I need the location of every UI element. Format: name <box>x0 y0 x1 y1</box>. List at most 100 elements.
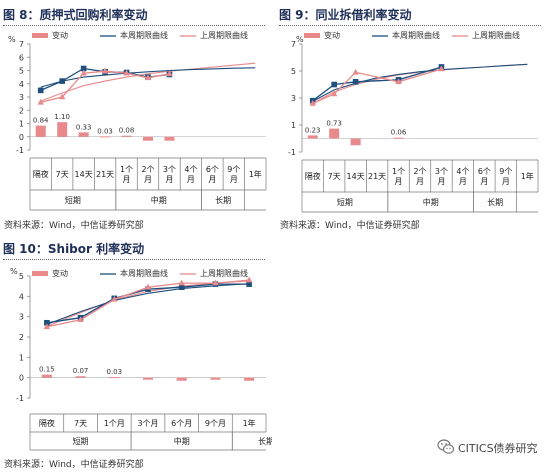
y-tick-label: 1 <box>19 120 24 129</box>
category-label: 月 <box>187 175 195 184</box>
category-label: 1个 <box>392 167 405 176</box>
title-rule <box>279 25 541 26</box>
y-tick-label: -1 <box>16 146 24 155</box>
legend-label-last-week: 上周期限曲线 <box>200 268 248 278</box>
this-week-marker <box>80 65 87 72</box>
legend-label-this-week: 本周期限曲线 <box>120 268 168 278</box>
category-label: 月 <box>165 175 173 184</box>
this-week-marker <box>178 284 185 290</box>
this-week-marker <box>331 81 337 88</box>
category-label: 月 <box>395 177 403 186</box>
category-label: 3个月 <box>137 419 158 428</box>
change-bar <box>210 377 221 380</box>
last-week-marker <box>144 283 152 290</box>
this-week-curve <box>40 67 256 88</box>
data-label: 0.84 <box>33 117 49 125</box>
data-label: 0.23 <box>305 126 321 134</box>
category-label: 14天 <box>75 170 93 179</box>
category-label: 1年 <box>243 418 256 428</box>
legend-label-change: 变动 <box>52 268 68 278</box>
y-tick-label: 2 <box>19 333 24 342</box>
category-label: 14天 <box>347 172 365 181</box>
category-label: 月 <box>459 177 467 186</box>
category-label: 21天 <box>368 172 386 181</box>
data-label: 0.06 <box>391 129 407 137</box>
last-week-marker <box>212 279 219 286</box>
data-label: 0.08 <box>119 127 135 135</box>
group-label: 长期 <box>258 436 272 446</box>
y-tick-label: 4 <box>19 292 24 301</box>
y-tick-label: -1 <box>16 394 24 403</box>
legend-label-last-week: 上周期限曲线 <box>472 30 520 40</box>
source-note: 资料来源：Wind，中信证券研究部 <box>4 460 144 470</box>
group-label: 短期 <box>73 436 89 446</box>
group-label: 短期 <box>65 195 81 205</box>
group-label: 长期 <box>487 197 503 207</box>
this-week-marker <box>246 281 252 287</box>
change-bar <box>35 125 46 137</box>
this-week-marker <box>44 319 50 326</box>
category-label: 7天 <box>74 419 87 428</box>
watermark: CITICS债券研究 <box>437 438 541 456</box>
y-tick-label: 1 <box>291 121 296 130</box>
last-week-marker <box>245 276 253 283</box>
category-label: 9个 <box>499 167 512 176</box>
category-label: 月 <box>123 175 131 184</box>
category-label: 7天 <box>328 172 341 181</box>
last-week-marker <box>178 279 185 286</box>
category-label: 2个 <box>413 167 426 176</box>
change-bar <box>41 374 52 378</box>
last-week-marker <box>101 67 109 74</box>
last-week-marker <box>37 98 44 105</box>
category-label: 隔夜 <box>33 169 49 179</box>
source-note: 资料来源：Wind，中信证券研究部 <box>280 221 420 231</box>
y-tick-label: 5 <box>19 272 24 281</box>
last-week-marker <box>395 78 402 85</box>
category-label: 3个 <box>163 165 176 174</box>
legend-label-this-week: 本周期限曲线 <box>392 30 440 40</box>
y-tick-label: 1 <box>19 353 24 362</box>
group-label: 中期 <box>423 197 439 207</box>
y-axis-unit: % <box>8 35 16 44</box>
change-bar <box>393 137 404 139</box>
last-week-marker <box>58 93 66 100</box>
chart-repo-rates: % 变动 本周期限曲线 上周期限曲线 -1 0 1 2 3 4 5 6 7 0.84 1.10 0.33 0.0… <box>8 30 267 211</box>
y-tick-label: 7 <box>19 40 24 49</box>
category-label: 隔夜 <box>305 171 321 181</box>
last-week-curve <box>40 62 256 102</box>
category-label: 月 <box>502 177 510 186</box>
data-label: 0.03 <box>106 368 122 376</box>
last-week-marker <box>438 65 445 72</box>
data-label: 0.07 <box>73 367 89 375</box>
category-label: 1年 <box>521 171 534 181</box>
category-label: 月 <box>230 175 238 184</box>
change-bar <box>329 128 340 139</box>
title-rule <box>3 25 265 26</box>
data-label: 1.10 <box>54 113 70 121</box>
y-tick-label: 3 <box>19 93 24 102</box>
chart-interbank-rates: % 变动 本周期限曲线 上周期限曲线 -1 1 3 5 7 0.23 0.73 0.06 隔夜 7天 14天… <box>288 30 539 213</box>
figure-title: 图 9：同业拆借利率变动 <box>279 8 412 22</box>
data-label: 0.03 <box>97 127 113 135</box>
change-bar <box>78 132 89 137</box>
legend-label-this-week: 本周期限曲线 <box>120 30 168 40</box>
last-week-marker <box>123 69 130 76</box>
data-label: 0.15 <box>39 366 55 374</box>
title-rule <box>3 259 265 260</box>
change-bar <box>57 122 68 137</box>
y-tick-label: 4 <box>19 80 24 89</box>
group-label: 中期 <box>174 436 190 446</box>
this-week-marker <box>352 79 359 85</box>
legend-label-last-week: 上周期限曲线 <box>200 30 248 40</box>
category-label: 4个 <box>184 165 197 174</box>
change-bar <box>350 138 361 146</box>
group-label: 长期 <box>215 195 231 205</box>
watermark-text: CITICS债券研究 <box>458 442 538 455</box>
category-label: 4个 <box>456 167 469 176</box>
category-label: 9个月 <box>205 419 226 428</box>
category-label: 月 <box>144 175 152 184</box>
group-label: 中期 <box>151 195 167 205</box>
category-label: 9个 <box>227 165 240 174</box>
category-label: 7天 <box>56 170 69 179</box>
this-week-marker <box>37 87 44 94</box>
